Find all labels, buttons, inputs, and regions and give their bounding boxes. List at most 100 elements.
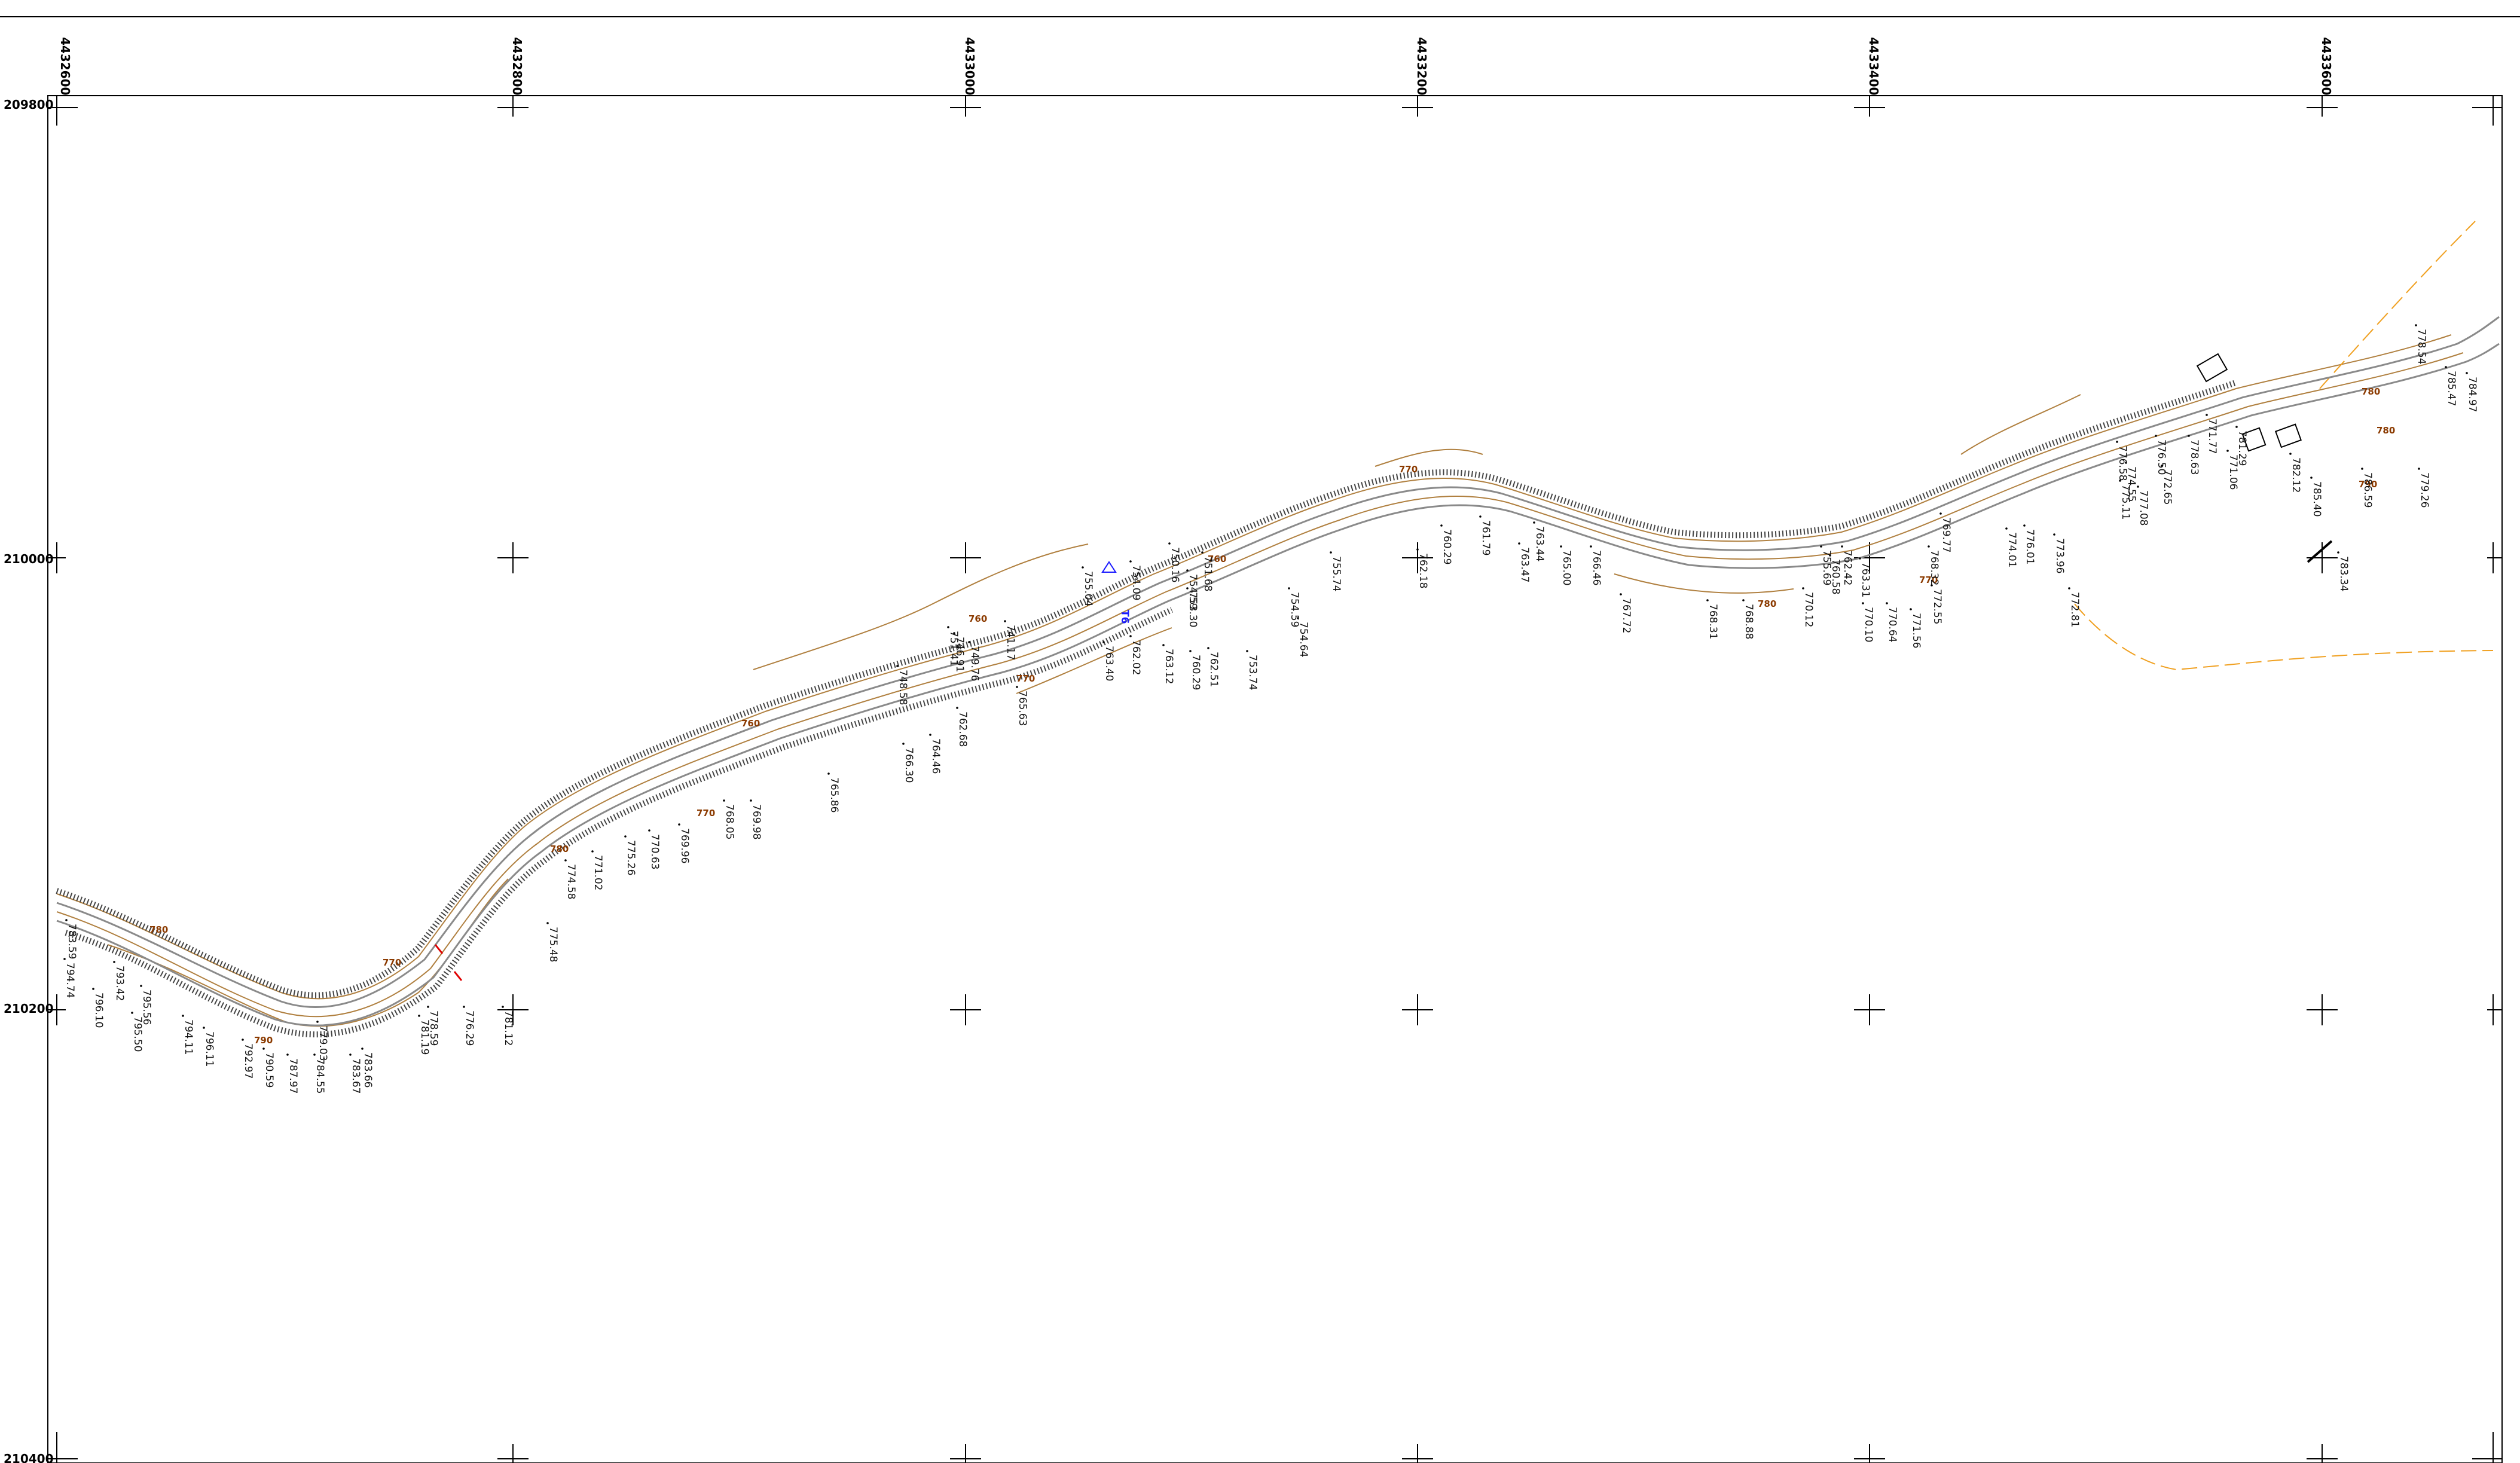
grid-crosses bbox=[48, 96, 2502, 1463]
spot-point bbox=[140, 985, 142, 987]
spot-elevation: 783.66 bbox=[362, 1052, 374, 1088]
spot-point bbox=[182, 1015, 184, 1017]
spot-elevation: 776.58 bbox=[2116, 445, 2128, 481]
spot-point bbox=[63, 958, 66, 960]
spot-elevation: 765.86 bbox=[828, 777, 840, 813]
spot-point bbox=[2337, 551, 2339, 554]
spot-point bbox=[92, 988, 94, 990]
spot-point bbox=[1129, 635, 1132, 637]
spot-elevation: 781.19 bbox=[419, 1019, 430, 1055]
spot-elevation: 751.41 bbox=[948, 631, 960, 666]
spot-point bbox=[2466, 372, 2468, 374]
embankment-south bbox=[65, 607, 1174, 1038]
triangle-icon bbox=[1101, 561, 1117, 573]
spot-elevation: 755.04 bbox=[1082, 571, 1094, 606]
spot-point bbox=[1939, 512, 1942, 515]
spot-elevation: 773.96 bbox=[2054, 538, 2066, 573]
road-edge-south bbox=[56, 343, 2500, 1027]
spot-point bbox=[2116, 441, 2118, 443]
boundary-line bbox=[2074, 603, 2494, 671]
red-points bbox=[434, 944, 463, 981]
spot-elevation: 772.65 bbox=[2161, 469, 2173, 505]
spot-elevation: 768.32 bbox=[1928, 550, 1940, 585]
spot-point bbox=[427, 1006, 429, 1008]
spot-elevation: 768.88 bbox=[1743, 604, 1755, 639]
spot-elevation: 779.03 bbox=[317, 1025, 329, 1061]
spot-elevation: 784.97 bbox=[2466, 377, 2478, 412]
spot-point bbox=[2188, 435, 2190, 437]
spot-point bbox=[242, 1039, 244, 1041]
spot-elevation: 770.64 bbox=[1886, 607, 1898, 642]
spot-elevation: 762.68 bbox=[957, 711, 969, 747]
spot-elevation: 777.08 bbox=[2137, 490, 2149, 526]
spot-elevation: 761.79 bbox=[1480, 520, 1492, 555]
spot-elevation: 751.68 bbox=[1202, 556, 1214, 591]
spot-elevation: 754.59 bbox=[1288, 592, 1300, 627]
boundary-lines bbox=[2074, 221, 2494, 671]
spot-elevation: 750.16 bbox=[1169, 547, 1181, 582]
spot-elevation: 769.98 bbox=[750, 804, 762, 839]
road-edge-north bbox=[56, 316, 2500, 1009]
spot-point bbox=[2310, 477, 2313, 479]
x-axis-labels: 4432600 4432800 4433000 4433200 4433400 … bbox=[58, 37, 2333, 95]
spot-elevation: 785.40 bbox=[2311, 481, 2323, 517]
spot-point bbox=[463, 1006, 465, 1008]
contour-line bbox=[56, 352, 2464, 1018]
spot-elevation: 762.51 bbox=[1208, 652, 1220, 687]
spot-elevation: 769.96 bbox=[679, 828, 691, 863]
spot-point bbox=[1910, 608, 1912, 610]
contour-label: 770 bbox=[1919, 575, 1938, 585]
spot-point bbox=[1246, 650, 1248, 652]
y-label-210200: 210200 bbox=[4, 1001, 54, 1016]
y-label-210400: 210400 bbox=[4, 1452, 54, 1463]
spot-elevation: 760.58 bbox=[1829, 559, 1841, 594]
spot-elevation: 753.30 bbox=[1187, 592, 1199, 627]
spot-elevation: 765.63 bbox=[1016, 691, 1028, 726]
spot-elevation: 770.12 bbox=[1803, 592, 1815, 627]
x-label-4433400: 4433400 bbox=[1867, 37, 1881, 95]
spot-elevation: 775.48 bbox=[547, 927, 559, 962]
spot-point bbox=[1928, 545, 1930, 548]
contour-value-labels: 780 790 770 780 760 770 760 770 760 770 … bbox=[149, 386, 2395, 1046]
contour-line bbox=[1960, 394, 2081, 455]
spot-point bbox=[2155, 435, 2157, 437]
spot-elevation: 772.55 bbox=[1931, 589, 1943, 624]
spot-elevation: 754.59 bbox=[1187, 574, 1199, 609]
contour-label: 760 bbox=[1208, 554, 1226, 564]
spot-elevation: 786.59 bbox=[2362, 472, 2374, 508]
spot-elevation: 763.44 bbox=[1534, 526, 1545, 561]
spot-elevation: 763.47 bbox=[1519, 547, 1531, 582]
station-label: T6 bbox=[1119, 610, 1131, 624]
spot-elevation: 793.42 bbox=[114, 966, 126, 1001]
spot-point bbox=[262, 1047, 265, 1050]
spot-point bbox=[750, 799, 752, 802]
spot-point bbox=[1082, 566, 1084, 569]
contour-label: 780 bbox=[2362, 386, 2380, 397]
spot-elevation: 781.29 bbox=[2236, 430, 2248, 466]
spot-point bbox=[1201, 551, 1204, 554]
red-point bbox=[434, 944, 444, 954]
spot-point bbox=[2361, 468, 2363, 470]
embankment-north bbox=[56, 380, 2237, 998]
contour-label: 770 bbox=[383, 957, 401, 968]
spot-point bbox=[1168, 542, 1171, 545]
road-edges bbox=[56, 316, 2500, 1027]
spot-elevation: 767.72 bbox=[1620, 598, 1632, 633]
spot-elevation: 771.02 bbox=[592, 855, 604, 890]
spot-point bbox=[947, 626, 949, 628]
spot-elevation: 769.77 bbox=[1940, 517, 1952, 552]
spot-point bbox=[313, 1053, 316, 1056]
spot-point bbox=[1533, 521, 1535, 524]
spot-point bbox=[1297, 617, 1299, 619]
contour-label: 790 bbox=[254, 1035, 273, 1046]
spot-point bbox=[968, 641, 970, 643]
spot-point bbox=[2161, 465, 2163, 467]
y-label-209800: 209800 bbox=[4, 97, 54, 112]
spot-point bbox=[349, 1053, 352, 1056]
x-label-4433000: 4433000 bbox=[963, 37, 977, 95]
spot-point bbox=[1189, 650, 1192, 652]
spot-elevation: 771.06 bbox=[2227, 454, 2239, 490]
x-label-4432600: 4432600 bbox=[58, 37, 72, 95]
contour-label: 780 bbox=[2377, 425, 2395, 436]
